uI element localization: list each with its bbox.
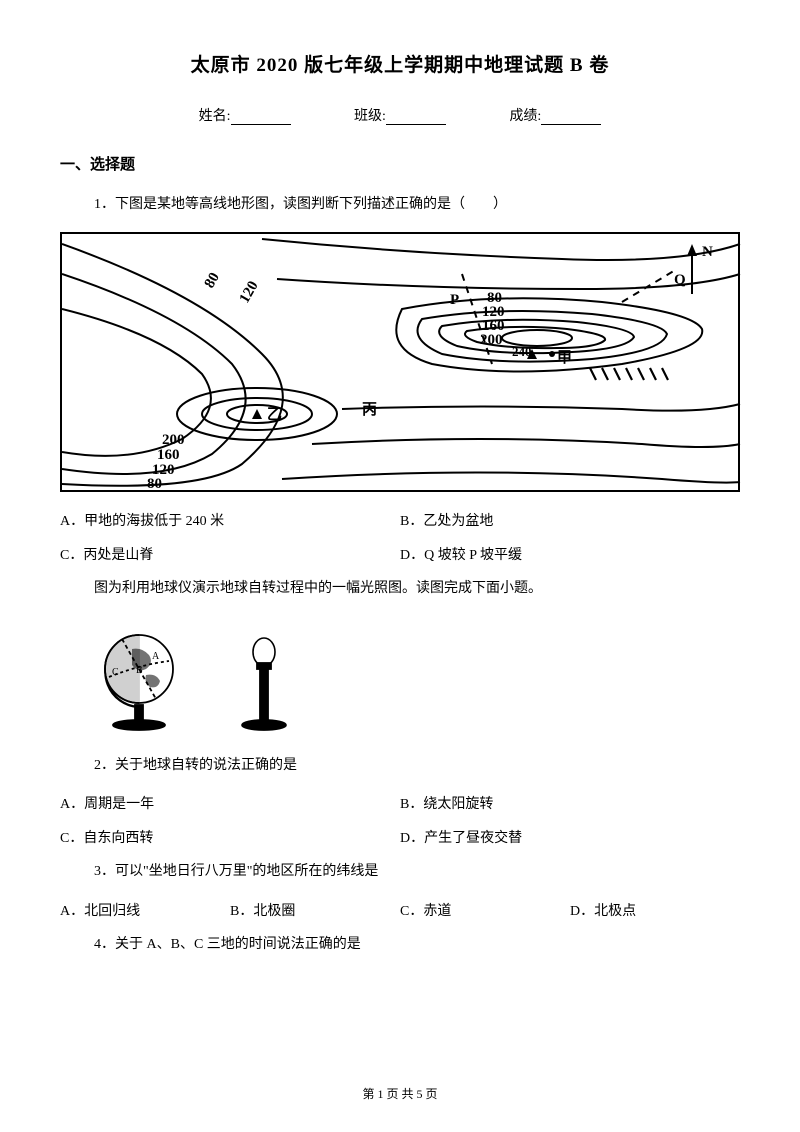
name-label: 姓名: xyxy=(199,109,231,124)
q2-option-b[interactable]: B．绕太阳旋转 xyxy=(400,793,740,813)
contour-map-figure: 80 120 80 120 160 200 240 P Q N 甲 乙 丙 20… xyxy=(60,232,740,492)
map-label-p: P xyxy=(450,292,459,308)
q3-option-b[interactable]: B．北极圈 xyxy=(230,900,400,920)
map-label-240: 240 xyxy=(512,344,532,359)
student-info-line: 姓名: 班级: 成绩: xyxy=(60,105,740,125)
map-label-n: N xyxy=(702,244,713,260)
q3-options-row: A．北回归线 B．北极圈 C．赤道 D．北极点 xyxy=(60,900,740,920)
question-1-text: 1．下图是某地等高线地形图，读图判断下列描述正确的是（ ） xyxy=(94,194,740,216)
class-blank[interactable] xyxy=(386,111,446,125)
globe-lamp-figure: A B C xyxy=(94,617,334,737)
map-label-q: Q xyxy=(674,272,686,288)
map-label-jia: 甲 xyxy=(557,349,572,366)
q1-options-row2: C．丙处是山脊 D．Q 坡较 P 坡平缓 xyxy=(60,544,740,564)
map-label-bing: 丙 xyxy=(362,401,377,418)
section-1-header: 一、选择题 xyxy=(60,153,740,174)
svg-text:C: C xyxy=(112,667,119,678)
question-4-text: 4．关于 A、B、C 三地的时间说法正确的是 xyxy=(94,934,740,956)
class-field: 班级: xyxy=(354,105,446,125)
map-label-200: 200 xyxy=(480,332,503,348)
page-footer: 第 1 页 共 5 页 xyxy=(0,1085,800,1102)
q1-option-c[interactable]: C．丙处是山脊 xyxy=(60,544,400,564)
map-label-120a: 120 xyxy=(237,279,262,306)
name-blank[interactable] xyxy=(231,111,291,125)
map-label-80c: 80 xyxy=(147,476,162,492)
q1-option-b[interactable]: B．乙处为盆地 xyxy=(400,510,740,530)
q2-option-c[interactable]: C．自东向西转 xyxy=(60,827,400,847)
map-label-160b: 160 xyxy=(157,447,180,463)
question-2-intro: 图为利用地球仪演示地球自转过程中的一幅光照图。读图完成下面小题。 xyxy=(94,578,740,600)
q1-option-a[interactable]: A．甲地的海拔低于 240 米 xyxy=(60,510,400,530)
svg-text:A: A xyxy=(152,651,160,662)
question-3-text: 3．可以"坐地日行八万里"的地区所在的纬线是 xyxy=(94,861,740,883)
page-title: 太原市 2020 版七年级上学期期中地理试题 B 卷 xyxy=(60,50,740,77)
q2-options-row2: C．自东向西转 D．产生了昼夜交替 xyxy=(60,827,740,847)
score-label: 成绩: xyxy=(509,109,541,124)
svg-text:B: B xyxy=(136,665,143,676)
q2-option-d[interactable]: D．产生了昼夜交替 xyxy=(400,827,740,847)
score-field: 成绩: xyxy=(509,105,601,125)
question-2-text: 2．关于地球自转的说法正确的是 xyxy=(94,755,740,777)
q1-options-row1: A．甲地的海拔低于 240 米 B．乙处为盆地 xyxy=(60,510,740,530)
q3-option-d[interactable]: D．北极点 xyxy=(570,900,740,920)
map-label-200b: 200 xyxy=(162,432,185,448)
q2-options-row1: A．周期是一年 B．绕太阳旋转 xyxy=(60,793,740,813)
q1-option-d[interactable]: D．Q 坡较 P 坡平缓 xyxy=(400,544,740,564)
q2-option-a[interactable]: A．周期是一年 xyxy=(60,793,400,813)
q3-option-a[interactable]: A．北回归线 xyxy=(60,900,230,920)
score-blank[interactable] xyxy=(541,111,601,125)
map-label-80a: 80 xyxy=(202,270,223,291)
q3-option-c[interactable]: C．赤道 xyxy=(400,900,570,920)
map-label-yi: 乙 xyxy=(267,407,282,423)
class-label: 班级: xyxy=(354,109,386,124)
name-field: 姓名: xyxy=(199,105,291,125)
